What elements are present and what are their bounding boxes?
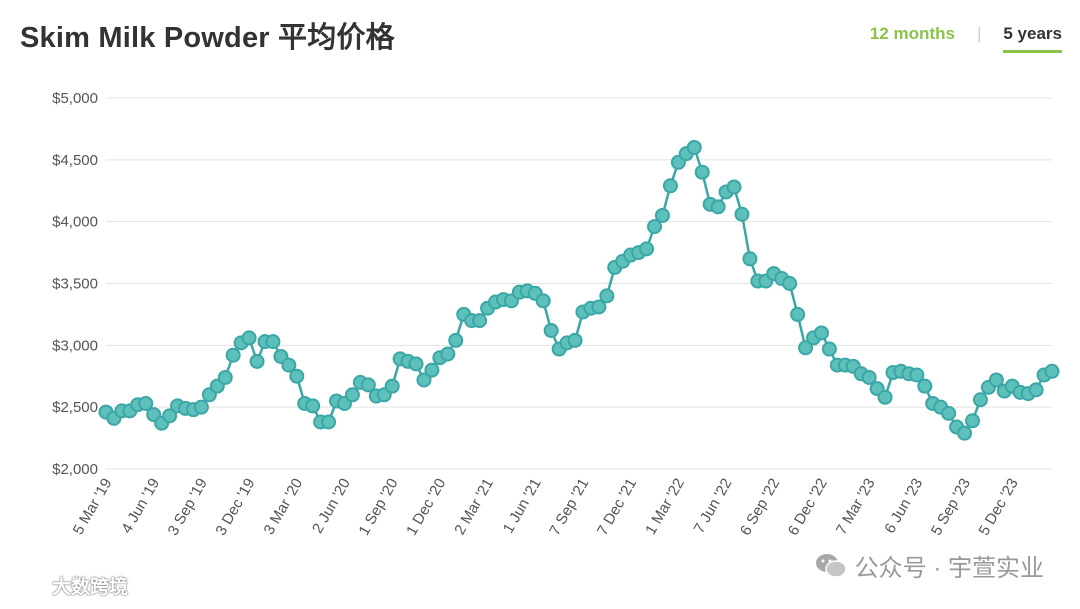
data-point [591, 299, 607, 315]
series-line [105, 146, 1053, 435]
data-point [941, 405, 957, 421]
watermark-left-text: 大数跨境 [52, 577, 129, 598]
data-point [639, 241, 655, 257]
time-range-tabs: 12 months | 5 years [870, 24, 1062, 53]
data-point [782, 276, 798, 291]
data-point [599, 288, 615, 304]
data-point [694, 164, 710, 180]
watermark-right-text: 公众号 · 宇萱实业 [854, 555, 1044, 582]
data-point [965, 413, 981, 429]
watermark-logo-icon [8, 576, 45, 595]
watermark-left: 大数跨境 [8, 572, 128, 599]
data-point [1028, 382, 1044, 398]
data-point [424, 362, 440, 378]
data-point [798, 340, 814, 356]
data-point [241, 330, 257, 346]
x-tick-label: 7 Dec '21 [594, 476, 640, 539]
chart-gridlines [106, 97, 1052, 470]
data-point [360, 377, 376, 393]
data-point [742, 251, 758, 267]
x-tick-label: 6 Jun '23 [881, 476, 926, 537]
data-point [790, 306, 806, 322]
x-tick-label: 5 Dec '23 [976, 476, 1022, 539]
tab-5-years[interactable]: 5 years [1003, 24, 1062, 53]
price-series [98, 139, 1060, 441]
tab-12-months[interactable]: 12 months [869, 24, 955, 43]
y-axis-tick-labels: $2,000 $2,500 $3,000 $3,500 $4,000 $4,500 $5,0… [52, 90, 98, 478]
y-tick-label: $2,000 [52, 461, 98, 478]
data-point [535, 293, 551, 309]
data-point [217, 369, 233, 385]
data-point [193, 399, 209, 415]
y-tick-label: $3,000 [52, 337, 98, 354]
data-point [710, 199, 726, 215]
data-point [162, 408, 178, 424]
x-tick-label: 3 Mar '20 [261, 476, 307, 538]
data-point [344, 387, 360, 403]
x-tick-label: 4 Jun '19 [118, 476, 163, 537]
x-tick-label: 1 Jun '21 [500, 476, 545, 537]
x-tick-label: 5 Sep '23 [928, 476, 974, 539]
data-point [726, 179, 742, 195]
data-point [861, 369, 877, 385]
data-point [305, 398, 321, 414]
data-point [957, 425, 973, 441]
data-point [1044, 363, 1060, 379]
x-tick-label: 2 Mar '21 [451, 476, 497, 538]
data-point [440, 346, 456, 362]
y-tick-label: $2,500 [52, 399, 98, 416]
y-tick-label: $5,000 [52, 90, 98, 107]
x-tick-label: 7 Mar '23 [833, 476, 879, 538]
x-tick-label: 6 Sep '22 [737, 476, 783, 539]
data-point [686, 139, 702, 155]
x-tick-label: 1 Mar '22 [642, 476, 688, 538]
data-point [321, 414, 337, 430]
data-point [917, 378, 933, 394]
data-point [988, 372, 1004, 388]
page-title: Skim Milk Powder 平均价格 [20, 22, 395, 54]
x-tick-label: 7 Jun '22 [691, 476, 736, 537]
data-point [543, 322, 559, 338]
data-point [567, 332, 583, 348]
x-axis-tick-labels: 5 Mar '19 4 Jun '19 3 Sep '19 3 Dec '19 3 Ma… [70, 476, 1022, 539]
tab-divider: | [976, 24, 982, 43]
x-tick-label: 2 Jun '20 [309, 476, 354, 537]
watermark-right: 公众号 · 宇萱实业 [815, 548, 1044, 583]
data-point [472, 313, 488, 329]
data-point [416, 372, 432, 388]
data-point [662, 178, 678, 194]
wechat-icon [815, 553, 847, 578]
y-tick-label: $4,000 [52, 214, 98, 231]
data-point [408, 356, 424, 372]
data-point [265, 334, 281, 350]
data-point [249, 353, 265, 369]
x-tick-label: 3 Sep '19 [165, 476, 211, 539]
data-point [281, 357, 297, 373]
data-point [384, 378, 400, 394]
data-point [877, 389, 893, 405]
y-tick-label: $4,500 [52, 152, 98, 169]
x-tick-label: 1 Sep '20 [355, 476, 401, 539]
x-tick-label: 1 Dec '20 [403, 476, 449, 539]
data-point [909, 367, 925, 383]
data-point [448, 332, 464, 348]
data-point [972, 392, 988, 408]
x-tick-label: 7 Sep '21 [546, 476, 592, 539]
data-point [138, 395, 154, 411]
y-tick-label: $3,500 [52, 276, 98, 293]
data-point [734, 206, 750, 222]
data-point [289, 368, 305, 384]
x-tick-label: 5 Mar '19 [70, 476, 116, 538]
x-tick-label: 6 Dec '22 [785, 476, 831, 539]
data-point [821, 341, 837, 357]
data-point [225, 347, 241, 363]
x-tick-label: 3 Dec '19 [212, 476, 258, 539]
data-point [813, 325, 829, 341]
data-point [654, 207, 670, 223]
data-point [647, 219, 663, 235]
